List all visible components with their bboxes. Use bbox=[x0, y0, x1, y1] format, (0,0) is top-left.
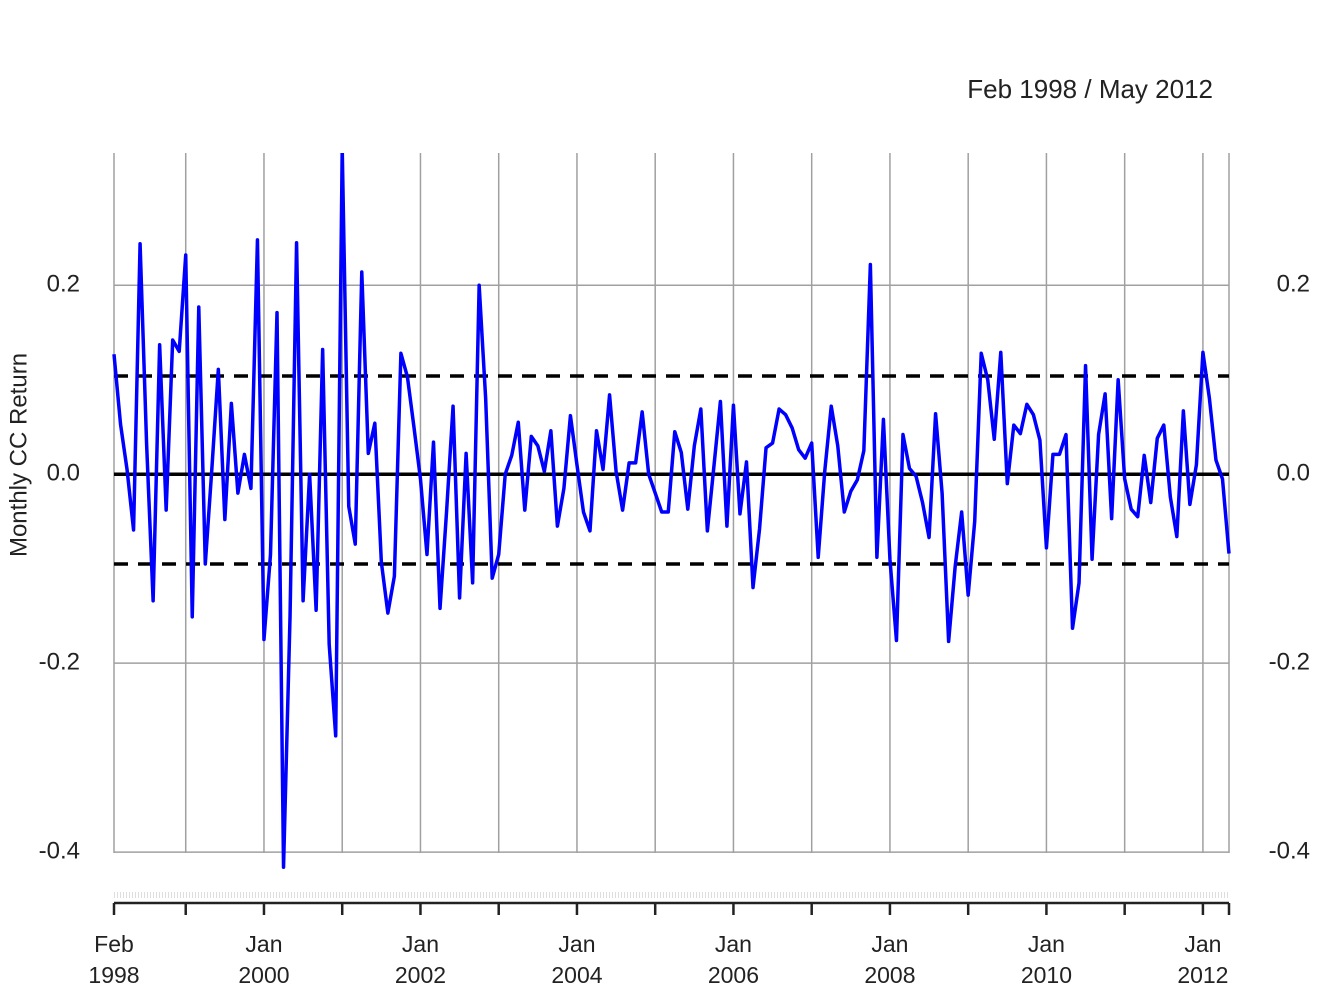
x-tick-label: Jan 2004 bbox=[551, 931, 603, 988]
x-tick-label: Jan 2008 bbox=[864, 931, 916, 988]
x-tick-label: Jan 2000 bbox=[238, 931, 290, 988]
y-tick-label: 0.0 bbox=[47, 460, 80, 487]
y-tick-label: 0.2 bbox=[47, 271, 80, 298]
y-tick-label: -0.2 bbox=[39, 649, 80, 676]
data-line bbox=[112, 153, 1231, 869]
y-axis-label: Monthly CC Return bbox=[5, 353, 32, 557]
y-tick-label-right: -0.4 bbox=[1269, 837, 1310, 864]
x-tick-label: Jan 2012 bbox=[1177, 931, 1229, 988]
x-tick-label: Jan 2010 bbox=[1020, 931, 1072, 988]
x-tick-label: Jan 2006 bbox=[707, 931, 760, 988]
x-tick-label: Jan 2002 bbox=[394, 931, 447, 988]
chart-title: Feb 1998 / May 2012 bbox=[967, 74, 1213, 104]
x-tick-label: Feb 1998 bbox=[88, 931, 140, 988]
y-tick-label: -0.4 bbox=[39, 837, 80, 864]
y-tick-label-right: 0.0 bbox=[1277, 460, 1310, 487]
y-tick-label-right: -0.2 bbox=[1269, 649, 1310, 676]
y-tick-label-right: 0.2 bbox=[1277, 271, 1310, 298]
